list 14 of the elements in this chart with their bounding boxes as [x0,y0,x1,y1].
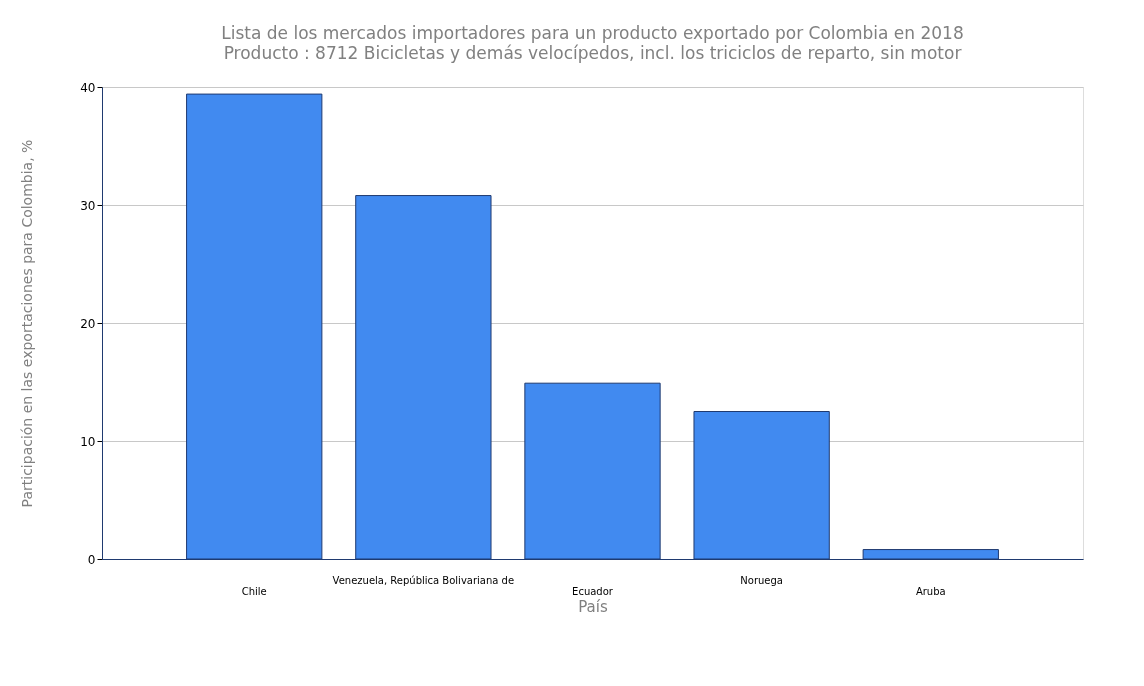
x-tick-label: Noruega [740,575,783,587]
x-tick-label: Venezuela, República Bolivariana de [332,575,515,587]
y-tick-label: 40 [80,80,96,95]
y-tick-label: 10 [80,434,96,449]
y-axis-title: Participación en las exportaciones para Colombia, % [19,139,36,508]
x-tick-label: Aruba [915,585,946,597]
y-tick-label: 0 [87,552,96,567]
y-tick-label: 30 [80,198,96,213]
y-tick-label: 20 [80,316,96,331]
x-tick-label: Ecuador [572,585,614,597]
chart-subtitle: Producto : 8712 Bicicletas y demás velocípedos, incl. los triciclos de reparto, sin motor [223,43,962,63]
x-tick-label: Chile [241,585,267,597]
chart-title: Lista de los mercados importadores para un producto exportado por Colombia en 2018 [221,23,964,43]
x-axis-title: País [578,597,608,616]
